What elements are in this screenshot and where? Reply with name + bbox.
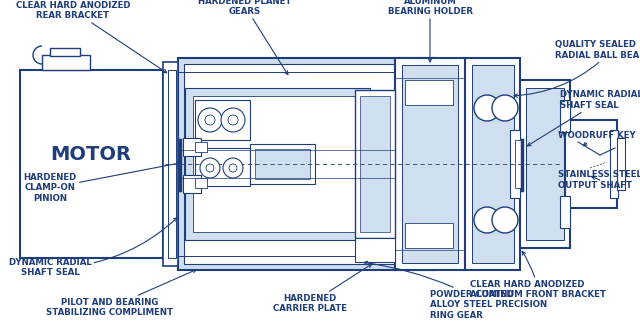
Text: QUALITY SEALED
RADIAL BALL BEARINGS: QUALITY SEALED RADIAL BALL BEARINGS: [514, 40, 640, 97]
Circle shape: [492, 207, 518, 233]
Bar: [395, 58, 465, 270]
Circle shape: [492, 95, 518, 121]
Bar: [195, 142, 207, 152]
Bar: [195, 148, 250, 186]
Text: DYNAMIC RADIAL
SHAFT SEAL: DYNAMIC RADIAL SHAFT SEAL: [527, 90, 640, 146]
Circle shape: [228, 115, 238, 125]
Text: DYNAMIC RADIAL
SHAFT SEAL: DYNAMIC RADIAL SHAFT SEAL: [8, 218, 177, 277]
Bar: [195, 178, 207, 188]
Bar: [465, 58, 520, 270]
Bar: [193, 96, 362, 232]
Bar: [355, 238, 395, 262]
Bar: [565, 120, 617, 208]
Bar: [184, 64, 429, 264]
Circle shape: [229, 164, 237, 172]
Bar: [185, 88, 370, 240]
Bar: [526, 88, 564, 240]
Text: HARDENED
CLAMP-ON
PINION: HARDENED CLAMP-ON PINION: [24, 162, 181, 203]
Bar: [405, 223, 453, 248]
Bar: [163, 62, 178, 266]
Bar: [515, 140, 523, 188]
Bar: [617, 138, 625, 190]
Text: CLEAR HARD ANODIZED
REAR BRACKET: CLEAR HARD ANODIZED REAR BRACKET: [16, 1, 166, 73]
Bar: [520, 80, 570, 248]
Bar: [168, 70, 176, 258]
Bar: [355, 90, 395, 238]
Text: STAINLESS STEEL
OUTPUT SHAFT: STAINLESS STEEL OUTPUT SHAFT: [558, 170, 640, 190]
Bar: [42, 55, 90, 70]
Bar: [255, 149, 310, 179]
Text: HARDENED PLANET
GEARS: HARDENED PLANET GEARS: [198, 0, 292, 74]
Circle shape: [198, 108, 222, 132]
Bar: [402, 65, 458, 263]
Bar: [183, 175, 201, 193]
Bar: [360, 96, 390, 232]
Circle shape: [200, 158, 220, 178]
Bar: [510, 130, 520, 198]
Bar: [250, 144, 315, 184]
Text: HARDENED
CARRIER PLATE: HARDENED CARRIER PLATE: [273, 264, 372, 313]
Circle shape: [221, 108, 245, 132]
Circle shape: [474, 207, 500, 233]
Circle shape: [205, 115, 215, 125]
Text: CLEAR HARD ANODIZED
ALUMINUM FRONT BRACKET: CLEAR HARD ANODIZED ALUMINUM FRONT BRACK…: [470, 251, 606, 299]
Bar: [20, 70, 163, 258]
Text: MOTOR: MOTOR: [51, 146, 131, 165]
Circle shape: [223, 158, 243, 178]
Text: WOODRUFF KEY: WOODRUFF KEY: [558, 132, 636, 146]
Text: POWDER COATED
ALLOY STEEL PRECISION
RING GEAR: POWDER COATED ALLOY STEEL PRECISION RING…: [364, 261, 547, 320]
Text: ALUMINUM
BEARING HOLDER: ALUMINUM BEARING HOLDER: [387, 0, 472, 62]
Bar: [560, 196, 570, 228]
Bar: [472, 65, 514, 263]
Bar: [610, 130, 618, 198]
Bar: [405, 80, 453, 105]
Bar: [50, 48, 80, 56]
Circle shape: [206, 164, 214, 172]
Bar: [183, 138, 201, 156]
Bar: [560, 100, 570, 132]
Bar: [195, 100, 250, 140]
Text: PILOT AND BEARING
STABILIZING COMPLIMENT: PILOT AND BEARING STABILIZING COMPLIMENT: [47, 269, 196, 318]
Bar: [178, 58, 435, 270]
Circle shape: [474, 95, 500, 121]
